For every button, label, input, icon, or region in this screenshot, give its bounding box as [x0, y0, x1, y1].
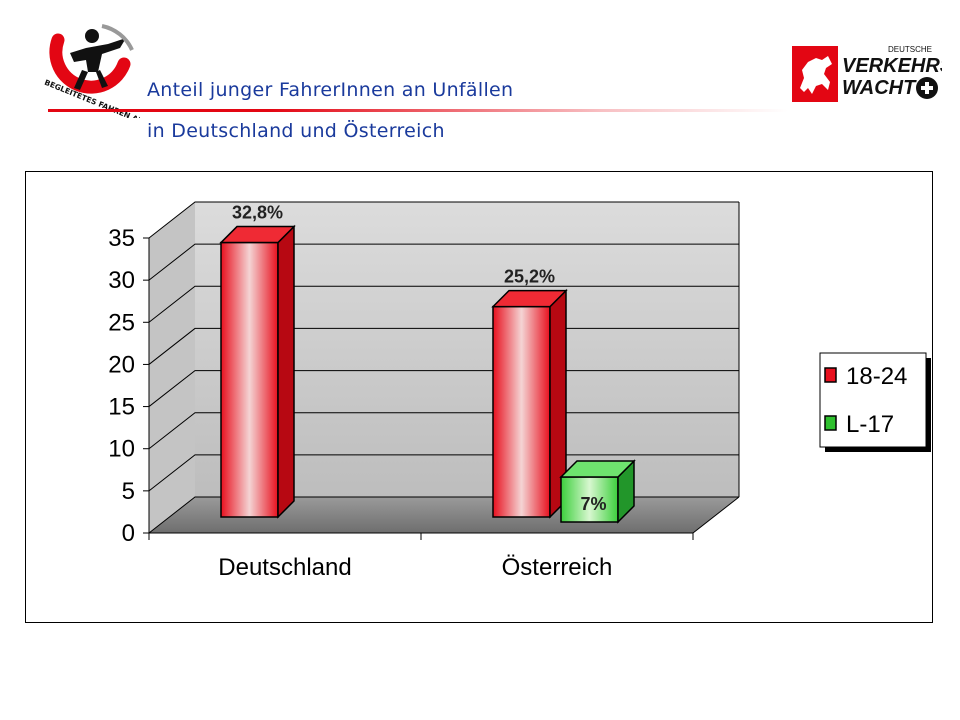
y-tick-label: 15 [108, 394, 135, 421]
chart-legend: 18-24 L-17 [819, 352, 931, 452]
logo-right-wacht: WACHT [842, 77, 917, 99]
bar-top [559, 460, 636, 478]
data-label: 7% [580, 494, 606, 514]
bar-top [491, 289, 568, 308]
y-axis-ticks: 0 5 10 15 20 25 30 35 [108, 225, 149, 547]
page-title-line-1: Anteil junger FahrerInnen an Unfällen [147, 79, 514, 101]
logo-right-verkehrs: VERKEHRS [842, 55, 942, 77]
x-category-label: Deutschland [218, 554, 351, 581]
bar-front [220, 241, 279, 518]
floor-edge [692, 496, 740, 534]
legend-label-18-24: 18-24 [846, 363, 907, 390]
y-tick-label: 0 [122, 520, 135, 547]
legend-label-L-17: L-17 [846, 411, 894, 438]
verkehrswacht-logo: DEUTSCHE VERKEHRS WACHT [792, 45, 942, 102]
y-tick-label: 30 [108, 267, 135, 294]
y-tick-label: 10 [108, 436, 135, 463]
grid-line [148, 201, 739, 239]
bar-18-24-Deutschland [219, 224, 296, 519]
horse-icon [800, 56, 832, 94]
x-axis-labels: Deutschland Österreich [148, 533, 694, 581]
legend-box [819, 352, 927, 448]
y-tick-label: 20 [108, 351, 135, 378]
begleitetes-fahren-logo: BEGLEITETES FAHREN AB 17 [43, 24, 140, 118]
bars [219, 224, 636, 524]
bar-front [560, 476, 619, 523]
bar-side [277, 224, 295, 519]
logo-right-deutsche: DEUTSCHE [888, 45, 932, 54]
side-wall [149, 202, 195, 533]
x-category-label: Österreich [502, 554, 613, 581]
back-wall [195, 202, 739, 497]
y-tick-label: 5 [122, 478, 135, 505]
header-divider [48, 109, 788, 112]
y-tick-label: 35 [108, 225, 135, 252]
bar-L-17-Österreich [559, 459, 636, 524]
chart-frame: 0 5 10 15 20 25 30 35 Deutschland Österreich 32,… [25, 171, 933, 623]
bar-chart: 0 5 10 15 20 25 30 35 Deutschland Österreich 32,… [108, 201, 931, 581]
bar-top [219, 225, 296, 244]
page-title-line-2: in Deutschland und Österreich [147, 120, 445, 142]
data-label: 25,2% [504, 267, 555, 287]
bar-18-24-Österreich [491, 288, 568, 519]
grid-line [148, 243, 739, 281]
data-label: 32,8% [232, 203, 283, 223]
legend-swatch-18-24 [824, 367, 837, 383]
grid-line [148, 285, 739, 323]
bar-front [492, 305, 551, 518]
y-tick-label: 25 [108, 309, 135, 336]
data-labels: 32,8% 25,2% 7% [232, 203, 607, 514]
legend-swatch-L-17 [824, 415, 837, 431]
